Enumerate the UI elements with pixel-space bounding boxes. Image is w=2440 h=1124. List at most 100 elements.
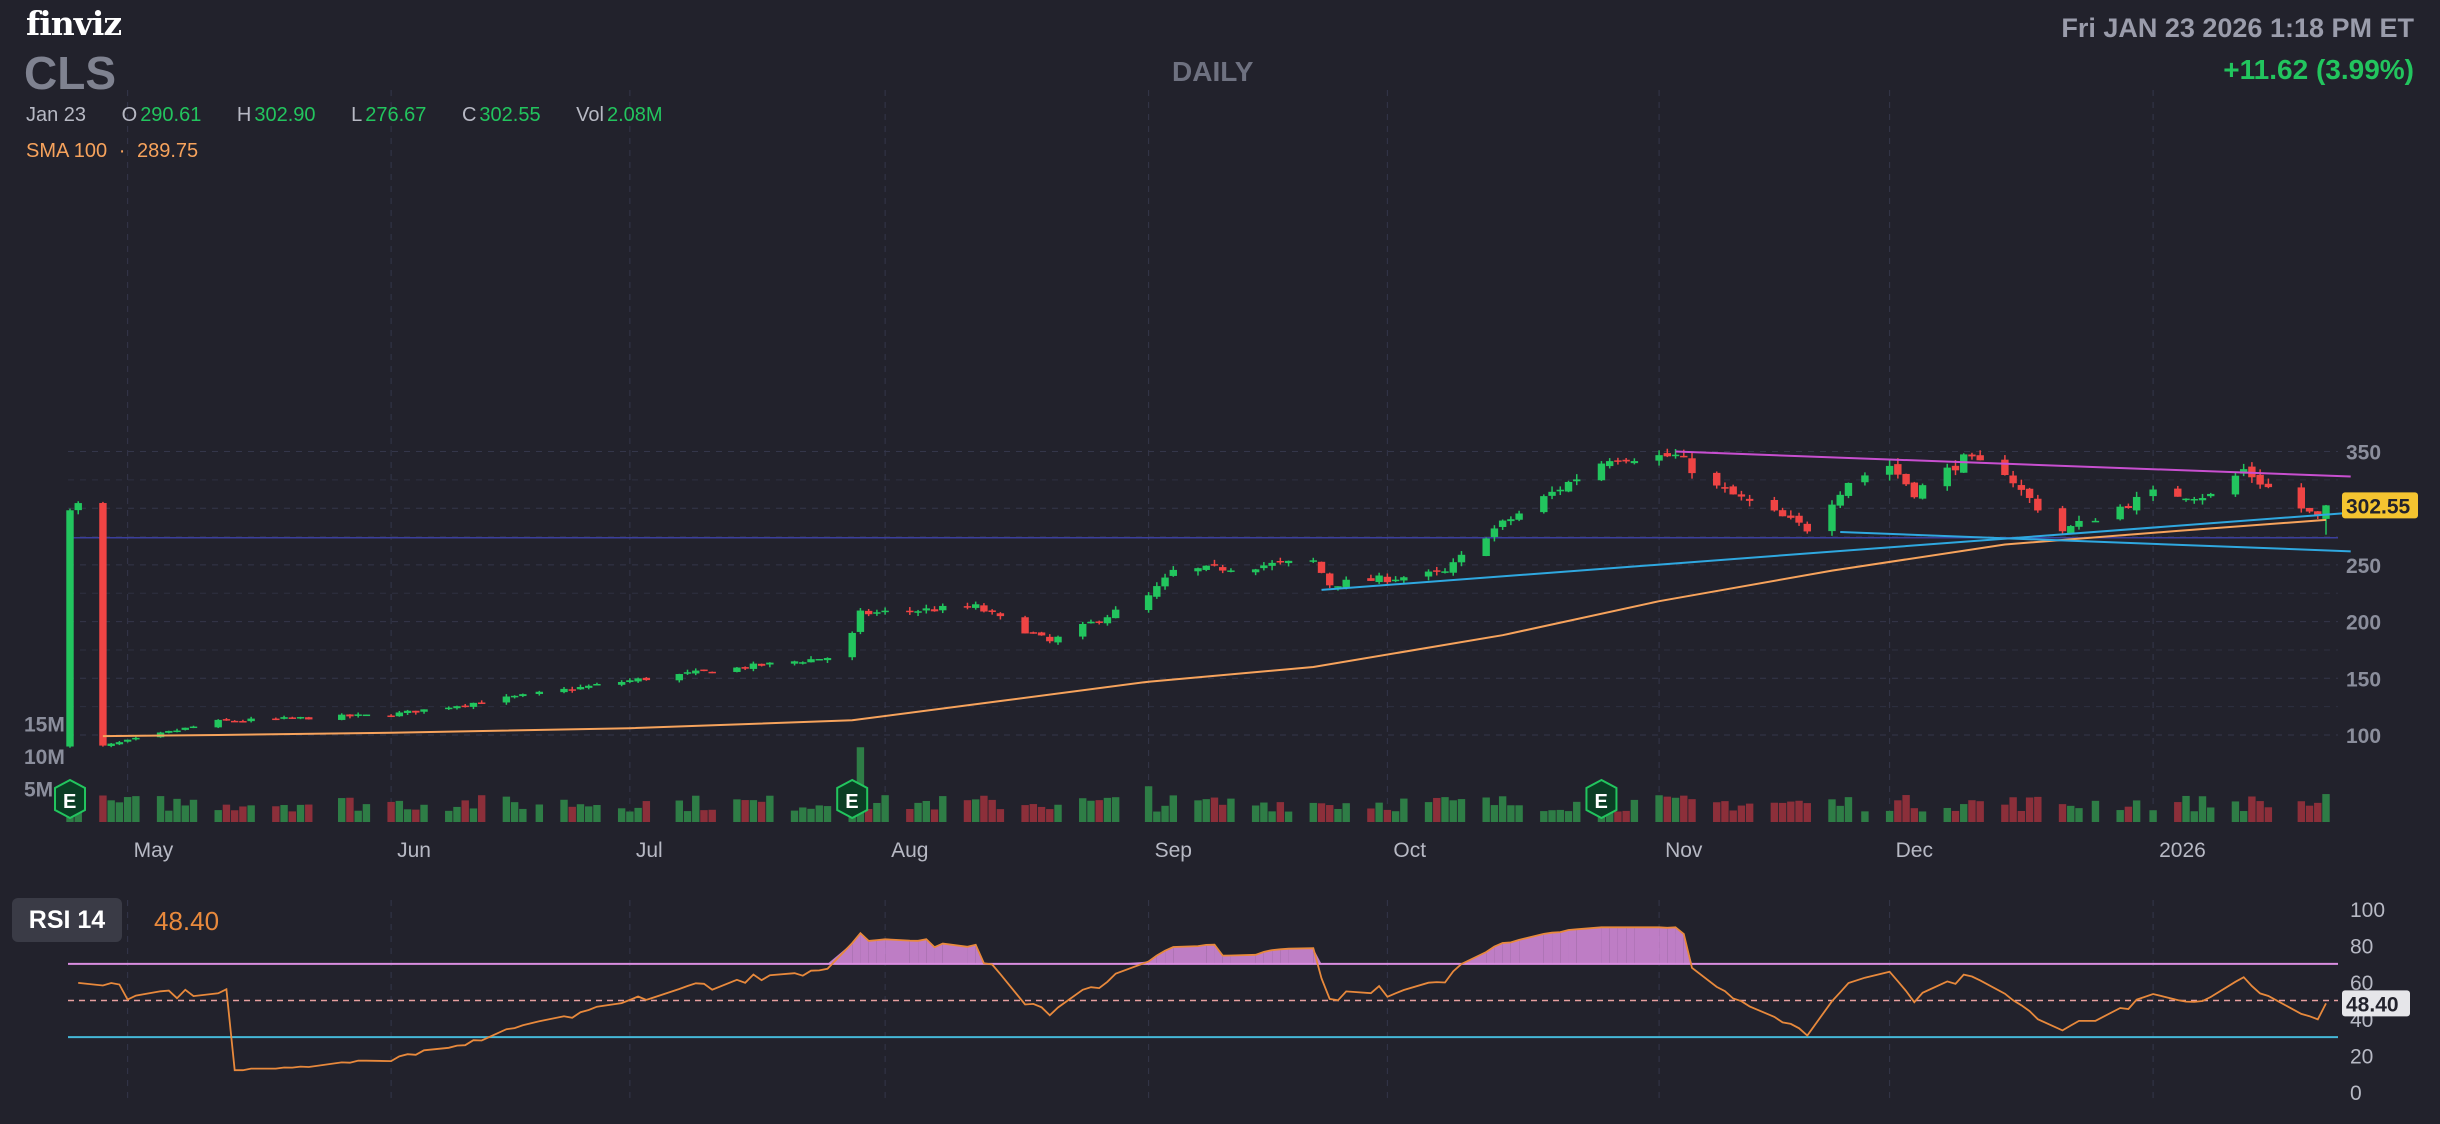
candle-body xyxy=(675,674,683,681)
candle-body xyxy=(963,606,972,608)
candle-body xyxy=(502,696,511,703)
candle-body xyxy=(576,687,585,690)
volume-bar xyxy=(1367,808,1375,822)
volume-bar xyxy=(535,804,544,822)
volume-bar xyxy=(165,810,173,822)
open-label: O xyxy=(121,104,138,126)
candle-body xyxy=(1087,621,1095,624)
volume-bar xyxy=(305,804,313,822)
volume-bar xyxy=(1614,811,1622,822)
candle-body xyxy=(1276,560,1285,563)
volume-bar xyxy=(2017,810,2026,822)
price-axis-label: 200 xyxy=(2346,612,2381,635)
volume-bar xyxy=(469,808,478,822)
candle-body xyxy=(2174,488,2182,497)
candle-body xyxy=(593,683,601,686)
candle-body xyxy=(708,671,716,674)
volume-bar xyxy=(1951,810,1960,822)
candle-body xyxy=(1424,571,1433,577)
candle-body xyxy=(74,503,82,511)
volume-bar xyxy=(1663,796,1672,822)
candle-body xyxy=(1828,504,1836,532)
candle-body xyxy=(1482,538,1490,557)
candle-body xyxy=(123,739,132,742)
volume-bar xyxy=(1507,805,1515,822)
candle-body xyxy=(2124,506,2133,509)
candle-body xyxy=(823,658,832,661)
volume-bar xyxy=(132,796,140,822)
volume-bar xyxy=(757,801,766,822)
rsi-indicator-button[interactable]: RSI 14 xyxy=(12,898,122,942)
volume-bar xyxy=(1490,805,1499,822)
volume-bar xyxy=(1276,802,1285,822)
candle-body xyxy=(1375,575,1383,583)
volume-bar xyxy=(1284,811,1293,822)
candle-body xyxy=(1054,636,1062,643)
candle-body xyxy=(1564,481,1573,492)
candle-body xyxy=(1037,632,1046,636)
volume-axis-label: 5M xyxy=(24,779,53,802)
volume-bar xyxy=(2190,811,2198,822)
candle-body xyxy=(1515,513,1523,520)
volume-bar xyxy=(272,806,280,822)
sma-indicator-label[interactable]: SMA 100 · 289.75 xyxy=(26,140,198,163)
candle-body xyxy=(1021,617,1029,634)
candle-body xyxy=(1169,569,1177,576)
finviz-logo[interactable]: finviz xyxy=(26,4,122,43)
candle-body xyxy=(469,702,478,707)
volume-bar xyxy=(1844,797,1853,822)
volume-bar xyxy=(560,799,568,822)
volume-bar xyxy=(173,798,181,822)
volume-bar xyxy=(815,805,823,822)
volume-bar xyxy=(288,811,297,822)
volume-bar xyxy=(214,810,222,822)
volume-bar xyxy=(1902,795,1910,822)
candle-body xyxy=(741,667,749,669)
candle-body xyxy=(115,742,124,745)
volume-bar xyxy=(502,796,511,822)
candle-body xyxy=(2149,489,2157,497)
earnings-badge-shape xyxy=(836,778,869,820)
candle-body xyxy=(1103,617,1112,624)
volume-bar xyxy=(1046,809,1054,822)
rsi-overbought-fill xyxy=(1502,942,1511,964)
volume-bar xyxy=(412,809,420,822)
trendline xyxy=(1675,450,2351,478)
volume-bar xyxy=(1210,797,1219,822)
volume-bar xyxy=(914,802,922,822)
volume-bar xyxy=(980,795,988,822)
volume-bar xyxy=(2297,801,2305,822)
volume-bar xyxy=(1326,805,1334,822)
volume-bar xyxy=(1202,799,1210,822)
volume-bar xyxy=(1713,802,1721,822)
candle-body xyxy=(2058,508,2067,532)
volume-bar xyxy=(1918,811,1927,822)
candles xyxy=(66,448,2330,748)
candle-body xyxy=(2034,498,2042,511)
rsi-overbought-fill xyxy=(868,940,877,964)
volume-bar xyxy=(1968,800,1976,822)
candle-body xyxy=(683,672,692,674)
candle-body xyxy=(1688,458,1696,474)
earnings-badge-shape xyxy=(1585,778,1618,820)
volume-bar xyxy=(1548,810,1556,822)
candle-body xyxy=(1605,461,1614,467)
rsi-overbought-fill xyxy=(1263,950,1273,964)
datetime-label: Fri JAN 23 2026 1:18 PM ET xyxy=(2061,13,2414,43)
volume-bar xyxy=(1556,809,1564,822)
volume-bar xyxy=(2067,805,2075,822)
candle-body xyxy=(222,719,231,721)
volume-bar xyxy=(280,805,288,822)
volume-bar xyxy=(576,804,585,822)
volume-bar xyxy=(1251,805,1260,822)
candle-body xyxy=(2009,475,2017,484)
volume-bar xyxy=(453,806,461,822)
volume-bar xyxy=(115,802,124,822)
candle-body xyxy=(906,610,914,613)
volume-bar xyxy=(1161,805,1169,822)
candle-body xyxy=(2017,485,2026,490)
candle-body xyxy=(1614,460,1622,462)
candle-body xyxy=(296,717,305,719)
candle-body xyxy=(1457,554,1466,563)
